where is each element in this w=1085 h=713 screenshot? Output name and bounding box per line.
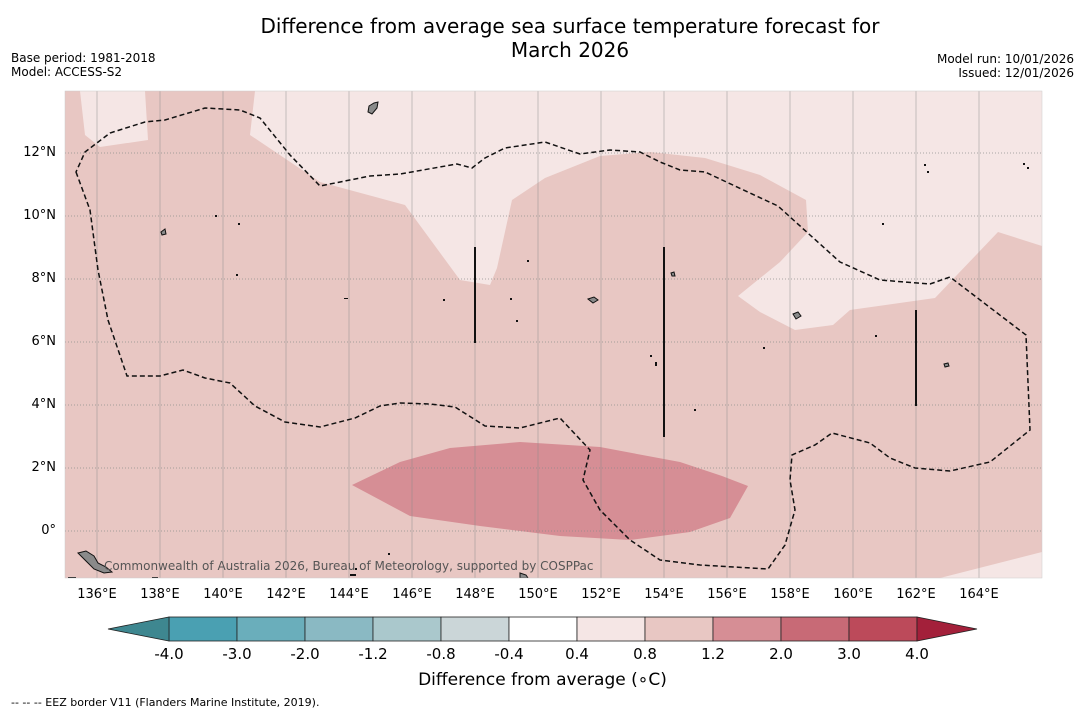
atolls [68,163,1029,578]
colorbar-segment [304,616,374,642]
meta-left: Base period: 1981-2018 Model: ACCESS-S2 [11,51,156,79]
lat-label-4n: 4°N [31,397,57,412]
title-line-1: Difference from average sea surface temp… [260,14,880,38]
colorbar [107,616,978,642]
map-area: Commonwealth of Australia 2026, Bureau o… [65,91,1042,578]
lat-label-12n: 12°N [23,145,56,160]
colorbar-tick: -2.0 [290,645,320,663]
colorbar-tick: -3.0 [222,645,252,663]
model-name: Model: ACCESS-S2 [11,65,123,79]
lat-label-8n: 8°N [31,271,57,286]
colorbar-segment [508,616,578,642]
lon-label-136e: 136°E [77,587,117,602]
colorbar-tick: -1.2 [358,645,388,663]
anomaly-fill-1-2-to-2-0 [352,442,748,540]
colorbar-under-arrow [107,616,170,642]
colorbar-label: Difference from average (∘C) [418,670,667,690]
colorbar-tick: 2.0 [769,645,793,663]
eez-border-west [75,107,1031,570]
islands [77,101,950,578]
model-run: Model run: 10/01/2026 [936,52,1074,66]
lon-label-156e: 156°E [707,587,747,602]
lon-label-158e: 158°E [770,587,810,602]
lon-label-152e: 152°E [581,587,621,602]
lon-label-154e: 154°E [644,587,684,602]
credit-text: Commonwealth of Australia 2026, Bureau o… [104,559,594,573]
lon-label-162e: 162°E [896,587,936,602]
lon-label-160e: 160°E [833,587,873,602]
colorbar-segment [236,616,306,642]
issued-date: Issued: 12/01/2026 [958,66,1074,80]
colorbar-segment [848,616,918,642]
lon-label-144e: 144°E [329,587,369,602]
colorbar-tick: 0.8 [633,645,657,663]
colorbar-tick: 0.4 [565,645,589,663]
anomaly-fill-0-4-to-0-8 [65,91,1042,330]
colorbar-segment [780,616,850,642]
lon-label-138e: 138°E [140,587,180,602]
colorbar-segment [372,616,442,642]
colorbar-tick: -0.4 [494,645,524,663]
colorbar-tick: 3.0 [837,645,861,663]
colorbar-segment [644,616,714,642]
colorbar-segment [168,616,238,642]
lat-label-6n: 6°N [31,334,57,349]
base-period: Base period: 1981-2018 [11,51,156,65]
colorbar-segment [712,616,782,642]
title-line-2: March 2026 [510,38,630,62]
eez-footnote: -- -- -- EEZ border V11 (Flanders Marine… [11,696,320,709]
colorbar-over-arrow [916,616,978,642]
lon-label-142e: 142°E [266,587,306,602]
colorbar-tick: -0.8 [426,645,456,663]
colorbar-segment [576,616,646,642]
lon-label-150e: 150°E [518,587,558,602]
map-title: Difference from average sea surface temp… [170,14,970,62]
lon-label-140e: 140°E [203,587,243,602]
lat-label-10n: 10°N [23,208,56,223]
lon-label-146e: 146°E [392,587,432,602]
lon-label-164e: 164°E [959,587,999,602]
boundary-lines [474,247,917,437]
lon-label-148e: 148°E [455,587,495,602]
colorbar-segment [440,616,510,642]
anomaly-fill-0-4-to-0-8-south [940,552,1042,578]
colorbar-tick: -4.0 [154,645,184,663]
meta-right: Model run: 10/01/2026 Issued: 12/01/2026 [937,52,1074,80]
colorbar-tick: 4.0 [905,645,929,663]
graticule-lat [65,152,1042,532]
map-frame [64,90,1043,579]
lat-label-2n: 2°N [31,460,57,475]
lat-label-0: 0° [41,523,56,538]
colorbar-tick: 1.2 [701,645,725,663]
